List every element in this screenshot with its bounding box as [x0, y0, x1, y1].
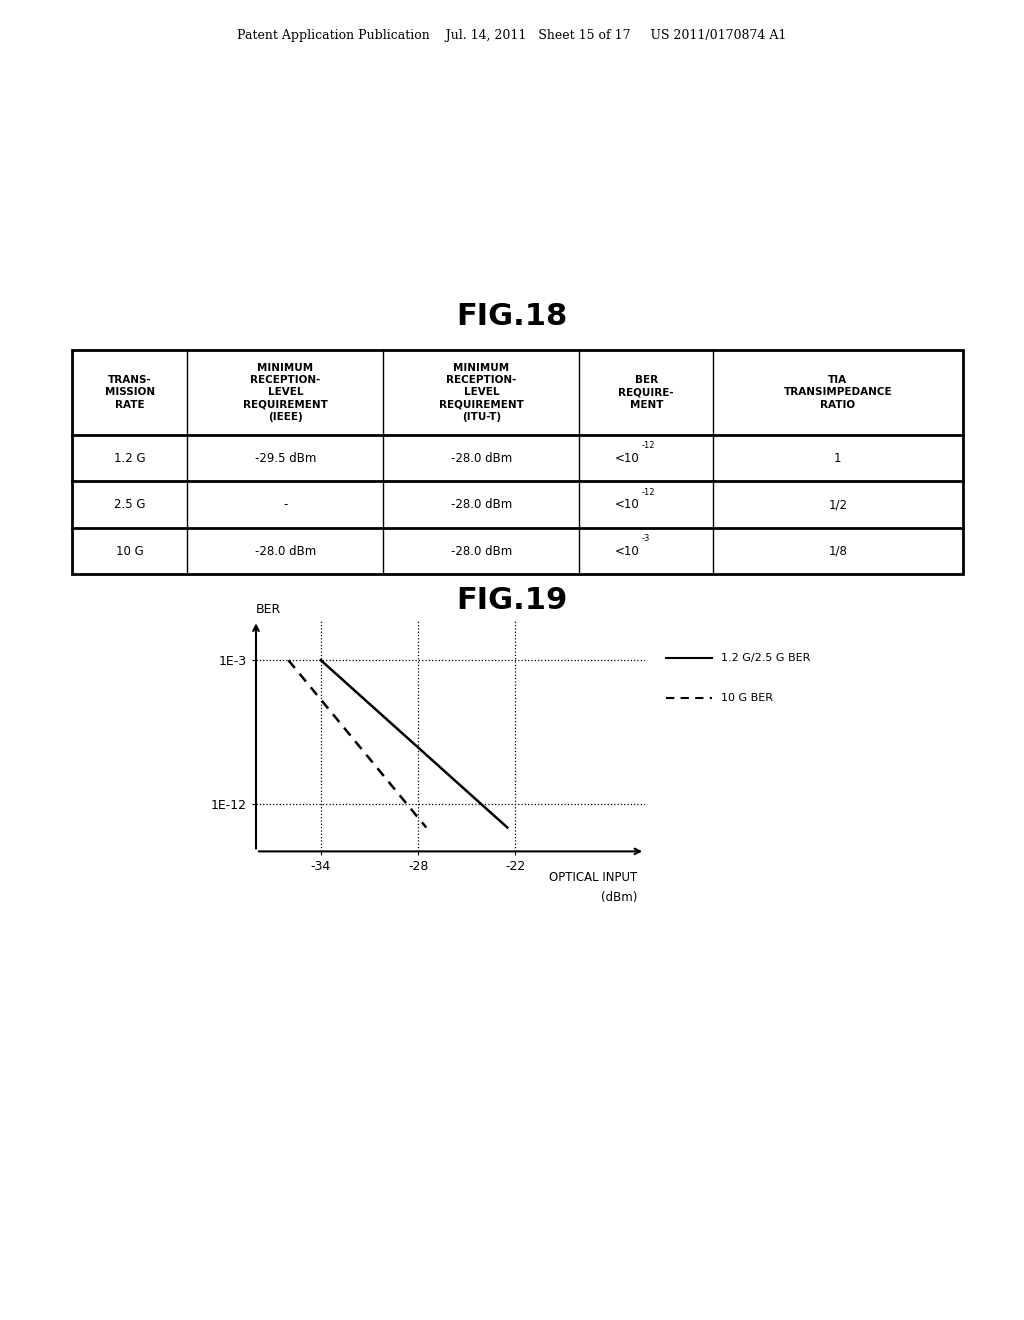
Text: -3: -3 — [642, 535, 650, 543]
Text: -29.5 dBm: -29.5 dBm — [255, 451, 316, 465]
Text: -28.0 dBm: -28.0 dBm — [451, 451, 512, 465]
Text: BER: BER — [256, 603, 282, 615]
Text: 1: 1 — [835, 451, 842, 465]
Text: 1.2 G/2.5 G BER: 1.2 G/2.5 G BER — [721, 652, 810, 663]
Text: -: - — [284, 498, 288, 511]
Text: MINIMUM
RECEPTION-
LEVEL
REQUIREMENT
(IEEE): MINIMUM RECEPTION- LEVEL REQUIREMENT (IE… — [243, 363, 328, 422]
Text: 10 G BER: 10 G BER — [721, 693, 773, 704]
Text: 1.2 G: 1.2 G — [114, 451, 145, 465]
Text: FIG.19: FIG.19 — [457, 586, 567, 615]
Text: -28.0 dBm: -28.0 dBm — [451, 545, 512, 557]
Text: FIG.18: FIG.18 — [457, 302, 567, 331]
Text: 1/2: 1/2 — [828, 498, 847, 511]
Text: <10: <10 — [614, 498, 639, 511]
Text: TRANS-
MISSION
RATE: TRANS- MISSION RATE — [104, 375, 155, 409]
Text: -12: -12 — [642, 441, 655, 450]
Text: <10: <10 — [614, 451, 639, 465]
Text: -12: -12 — [642, 488, 655, 496]
Text: (dBm): (dBm) — [601, 891, 637, 904]
Text: Patent Application Publication    Jul. 14, 2011   Sheet 15 of 17     US 2011/017: Patent Application Publication Jul. 14, … — [238, 29, 786, 42]
Text: 1/8: 1/8 — [828, 545, 847, 557]
Text: TIA
TRANSIMPEDANCE
RATIO: TIA TRANSIMPEDANCE RATIO — [783, 375, 892, 409]
Text: MINIMUM
RECEPTION-
LEVEL
REQUIREMENT
(ITU-T): MINIMUM RECEPTION- LEVEL REQUIREMENT (IT… — [439, 363, 524, 422]
Text: 2.5 G: 2.5 G — [114, 498, 145, 511]
Text: BER
REQUIRE-
MENT: BER REQUIRE- MENT — [618, 375, 674, 409]
Text: 10 G: 10 G — [116, 545, 143, 557]
Text: -28.0 dBm: -28.0 dBm — [451, 498, 512, 511]
Text: OPTICAL INPUT: OPTICAL INPUT — [549, 870, 637, 883]
Text: -28.0 dBm: -28.0 dBm — [255, 545, 316, 557]
Text: <10: <10 — [614, 545, 639, 557]
